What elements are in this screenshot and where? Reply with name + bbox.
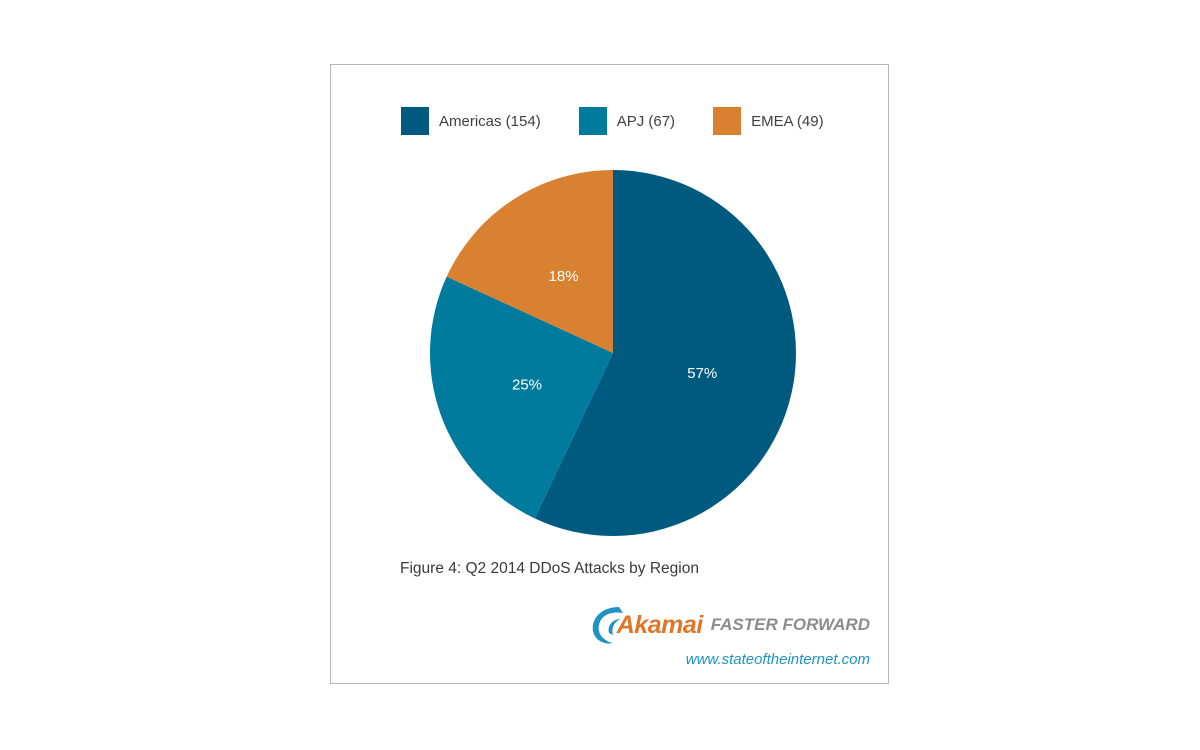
legend-swatch-apj [578, 107, 607, 135]
legend-label-emea: EMEA (49) [751, 112, 824, 130]
akamai-wave-logo-icon [592, 607, 623, 644]
brand-tagline: FASTER FORWARD [710, 615, 870, 634]
legend-swatch-americas [401, 107, 429, 135]
pie-slice-emea [446, 170, 613, 353]
pie-slice-americas [534, 170, 797, 536]
pie-label-emea: 18% [549, 268, 579, 285]
brand-name: Akamai [616, 610, 703, 639]
legend-label-apj: APJ (67) [616, 112, 676, 130]
figure-caption: Figure 4: Q2 2014 DDoS Attacks by Region [400, 560, 699, 577]
pie-chart: 57% 25% 18% [430, 170, 797, 536]
brand-block: Akamai FASTER FORWARD www.stateoftheinte… [589, 603, 870, 668]
legend-swatch-emea [713, 107, 742, 135]
pie-label-apj: 25% [512, 376, 542, 393]
legend-item-americas: Americas (154) [401, 107, 541, 135]
pie-slice-apj [430, 276, 613, 519]
legend-label-americas: Americas (154) [439, 112, 541, 130]
pie-label-americas: 57% [687, 365, 717, 382]
figure-panel: Americas (154) APJ (67) EMEA (49) 57% 25%… [330, 64, 889, 684]
legend-item-apj: APJ (67) [578, 107, 676, 135]
legend-item-emea: EMEA (49) [713, 107, 824, 135]
brand-url: www.stateoftheinternet.com [685, 651, 870, 668]
chart-legend: Americas (154) APJ (67) EMEA (49) [401, 107, 824, 135]
